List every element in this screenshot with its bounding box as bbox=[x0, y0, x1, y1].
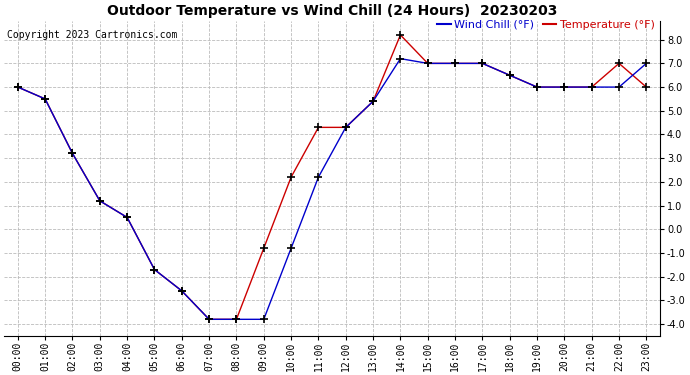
Title: Outdoor Temperature vs Wind Chill (24 Hours)  20230203: Outdoor Temperature vs Wind Chill (24 Ho… bbox=[107, 4, 558, 18]
Legend: Wind Chill (°F), Temperature (°F): Wind Chill (°F), Temperature (°F) bbox=[437, 20, 654, 30]
Text: Copyright 2023 Cartronics.com: Copyright 2023 Cartronics.com bbox=[8, 30, 178, 40]
